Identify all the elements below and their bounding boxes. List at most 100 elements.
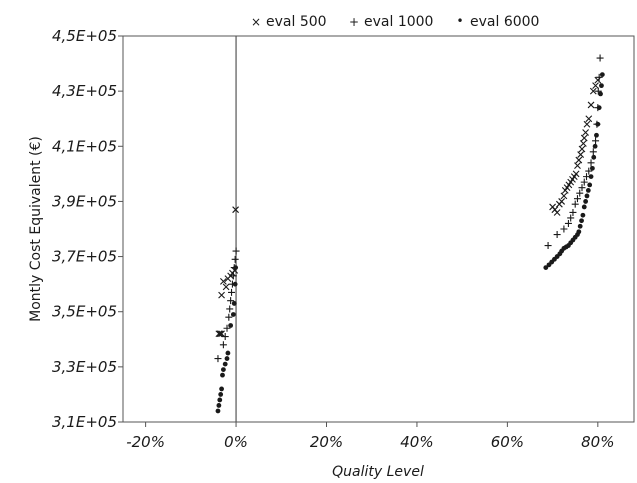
legend-marker-eval-500: ×	[251, 15, 261, 29]
legend-label-eval-1000: eval 1000	[364, 14, 433, 30]
y-tick-label: 4,5E+05	[52, 27, 117, 45]
data-point-series-2	[591, 154, 597, 160]
data-point-series-0	[218, 291, 225, 299]
legend-marker-eval-1000: +	[349, 15, 359, 29]
chart-legend: × eval 500 + eval 1000 • eval 6000	[251, 14, 539, 30]
plot-area-frame	[122, 35, 635, 423]
data-point-series-1	[219, 341, 227, 349]
data-point-series-1	[221, 333, 229, 341]
data-point-series-2	[233, 265, 239, 270]
x-tick-label: 60%	[491, 433, 524, 451]
data-point-series-1	[214, 355, 222, 363]
data-point-series-1	[592, 137, 600, 145]
data-point-series-2	[585, 188, 591, 193]
x-tick-label: -20%	[126, 433, 165, 451]
data-point-series-0	[216, 330, 224, 338]
data-point-series-2	[231, 301, 237, 306]
data-point-series-2	[217, 397, 223, 403]
data-points	[214, 54, 605, 414]
x-axis-title: Quality Level	[332, 464, 424, 480]
data-point-series-1	[560, 225, 568, 233]
data-point-series-1	[585, 167, 593, 175]
data-point-series-2	[543, 265, 549, 270]
data-point-series-2	[228, 323, 234, 328]
y-tick-label: 4,3E+05	[52, 82, 117, 100]
y-tick-label: 3,3E+05	[52, 358, 117, 376]
data-point-series-0	[232, 206, 239, 214]
data-point-series-2	[577, 223, 583, 229]
data-point-series-0	[558, 198, 566, 205]
data-point-series-0	[575, 156, 583, 164]
data-point-series-0	[578, 145, 586, 153]
data-point-series-1	[223, 324, 231, 332]
data-point-series-0	[582, 129, 590, 136]
data-point-series-1	[576, 189, 584, 197]
data-point-series-0	[224, 275, 232, 283]
data-point-series-0	[560, 192, 568, 200]
y-tick-label: 3,1E+05	[52, 413, 117, 431]
data-point-series-1	[225, 313, 233, 321]
data-point-series-2	[579, 218, 584, 224]
legend-label-eval-500: eval 500	[266, 14, 327, 30]
y-tick-label: 3,9E+05	[52, 192, 117, 210]
data-point-series-1	[231, 255, 239, 263]
data-point-series-2	[594, 132, 599, 138]
data-point-series-2	[598, 91, 603, 97]
data-point-series-0	[220, 277, 227, 285]
data-point-series-2	[599, 72, 605, 77]
data-point-series-0	[592, 82, 599, 90]
data-point-series-2	[580, 212, 586, 218]
data-point-series-2	[219, 386, 224, 392]
data-point-series-2	[599, 83, 604, 89]
data-point-series-1	[229, 272, 237, 280]
data-point-series-2	[220, 372, 225, 378]
y-axis-title: Montly Cost Equivalent (€)	[28, 136, 44, 322]
data-point-series-2	[595, 121, 601, 127]
data-point-series-2	[581, 204, 587, 210]
data-point-series-2	[225, 350, 231, 356]
data-point-series-1	[232, 247, 240, 255]
data-point-series-2	[215, 408, 221, 414]
data-point-series-1	[226, 305, 234, 313]
data-point-series-2	[596, 105, 602, 111]
data-point-series-1	[569, 208, 577, 216]
data-point-series-0	[587, 101, 595, 109]
data-point-series-1	[580, 178, 588, 186]
data-point-series-1	[544, 242, 552, 250]
legend-marker-eval-6000: •	[456, 14, 463, 28]
data-point-series-1	[553, 231, 561, 239]
data-point-series-2	[589, 165, 595, 171]
data-point-series-1	[587, 159, 595, 167]
data-point-series-2	[584, 193, 590, 199]
x-tick-label: 0%	[224, 433, 248, 451]
x-tick-label: 20%	[310, 433, 343, 451]
data-point-series-1	[589, 148, 597, 156]
data-point-series-0	[553, 209, 561, 216]
x-tick-label: 80%	[581, 433, 614, 451]
data-point-series-2	[218, 392, 224, 397]
legend-label-eval-6000: eval 6000	[470, 14, 539, 30]
data-point-series-2	[222, 361, 228, 367]
x-axis-ticks: -20% 0% 20% 40% 60% 80%	[126, 422, 614, 451]
data-point-series-1	[595, 73, 603, 81]
data-point-series-2	[232, 281, 238, 287]
data-point-series-2	[224, 356, 230, 361]
y-axis-ticks: 3,1E+05 3,3E+05 3,5E+05 3,7E+05 3,9E+05 4,1E+…	[52, 27, 123, 431]
data-point-series-0	[580, 134, 588, 142]
data-point-series-0	[215, 330, 223, 338]
data-point-series-2	[588, 174, 594, 180]
x-tick-label: 40%	[400, 433, 433, 451]
data-point-series-0	[574, 162, 581, 169]
data-point-series-1	[571, 200, 579, 208]
data-point-series-2	[576, 229, 582, 235]
data-point-series-0	[594, 76, 602, 84]
data-point-series-1	[227, 297, 235, 305]
data-point-series-2	[220, 367, 226, 373]
data-point-series-0	[589, 87, 597, 95]
data-point-series-1	[573, 195, 581, 203]
y-tick-label: 3,7E+05	[52, 248, 117, 266]
data-point-series-1	[567, 214, 575, 222]
data-point-series-2	[230, 312, 236, 317]
data-point-series-0	[577, 151, 585, 158]
